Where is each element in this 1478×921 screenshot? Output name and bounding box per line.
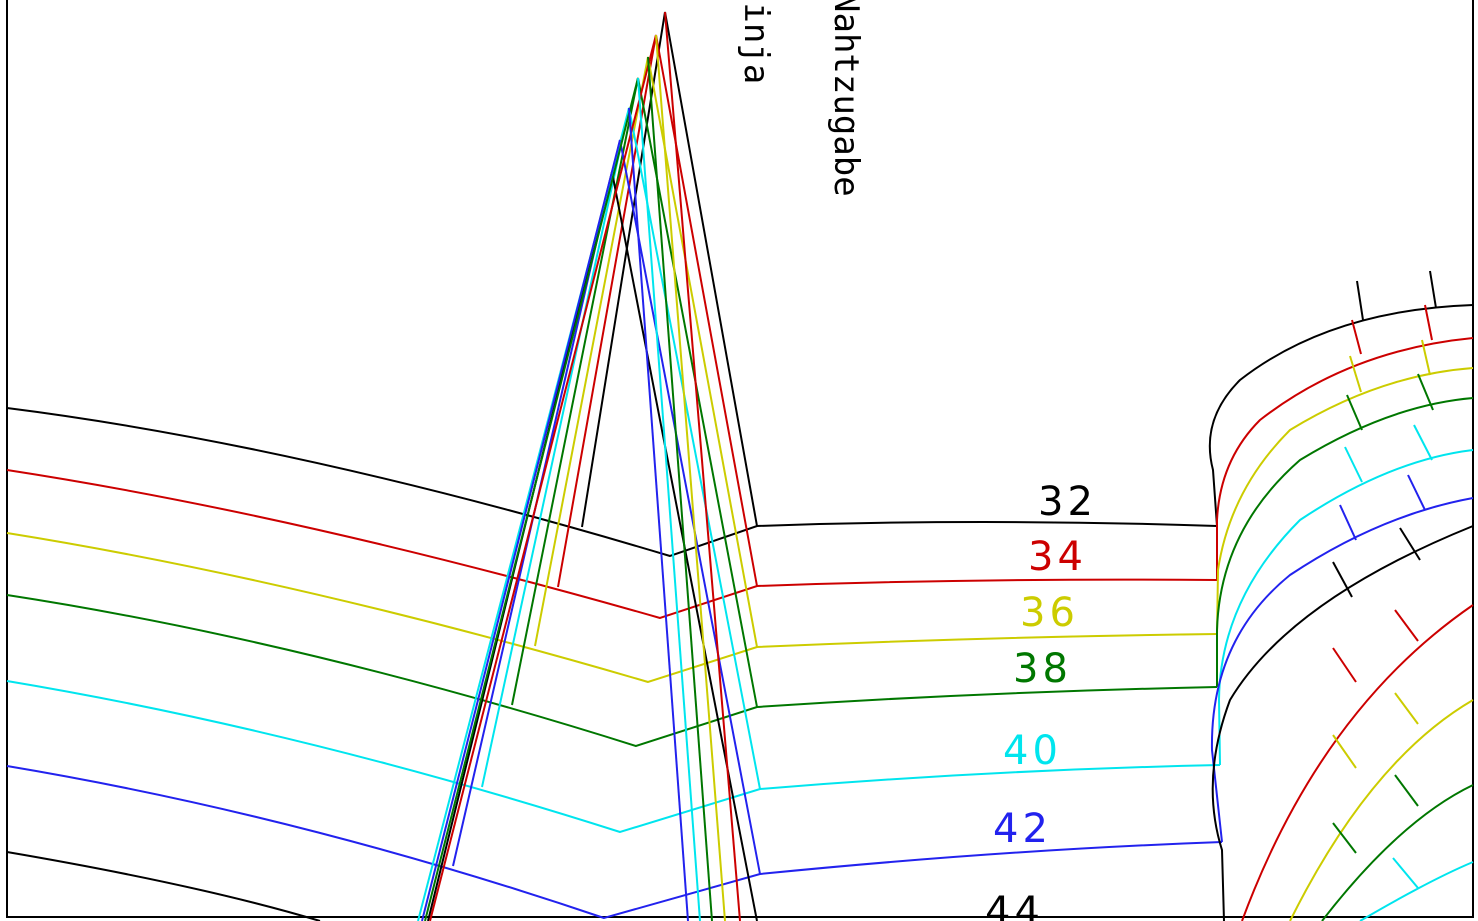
size-38-lines: [6, 77, 1474, 748]
saumlinja-label: Saumlinja: [736, 0, 776, 84]
size-label-32: 32: [1038, 479, 1097, 525]
size-44-lines: [6, 171, 1474, 921]
dart-inner-legs: [417, 11, 741, 921]
size-40-lines: [6, 107, 1474, 834]
size-label-40: 40: [1003, 728, 1062, 774]
frame: [6, 0, 1474, 918]
size-label-44: 44: [985, 889, 1044, 921]
nahtzugabe-label: Nahtzugabe: [826, 0, 866, 197]
size-label-36: 36: [1020, 590, 1079, 636]
size-34-lines: [6, 34, 1474, 620]
size-label-34: 34: [1028, 534, 1087, 580]
right-contours: [1241, 604, 1474, 921]
size-42-lines: [6, 139, 1474, 920]
size-label-42: 42: [993, 806, 1052, 852]
size-label-38: 38: [1013, 646, 1072, 692]
